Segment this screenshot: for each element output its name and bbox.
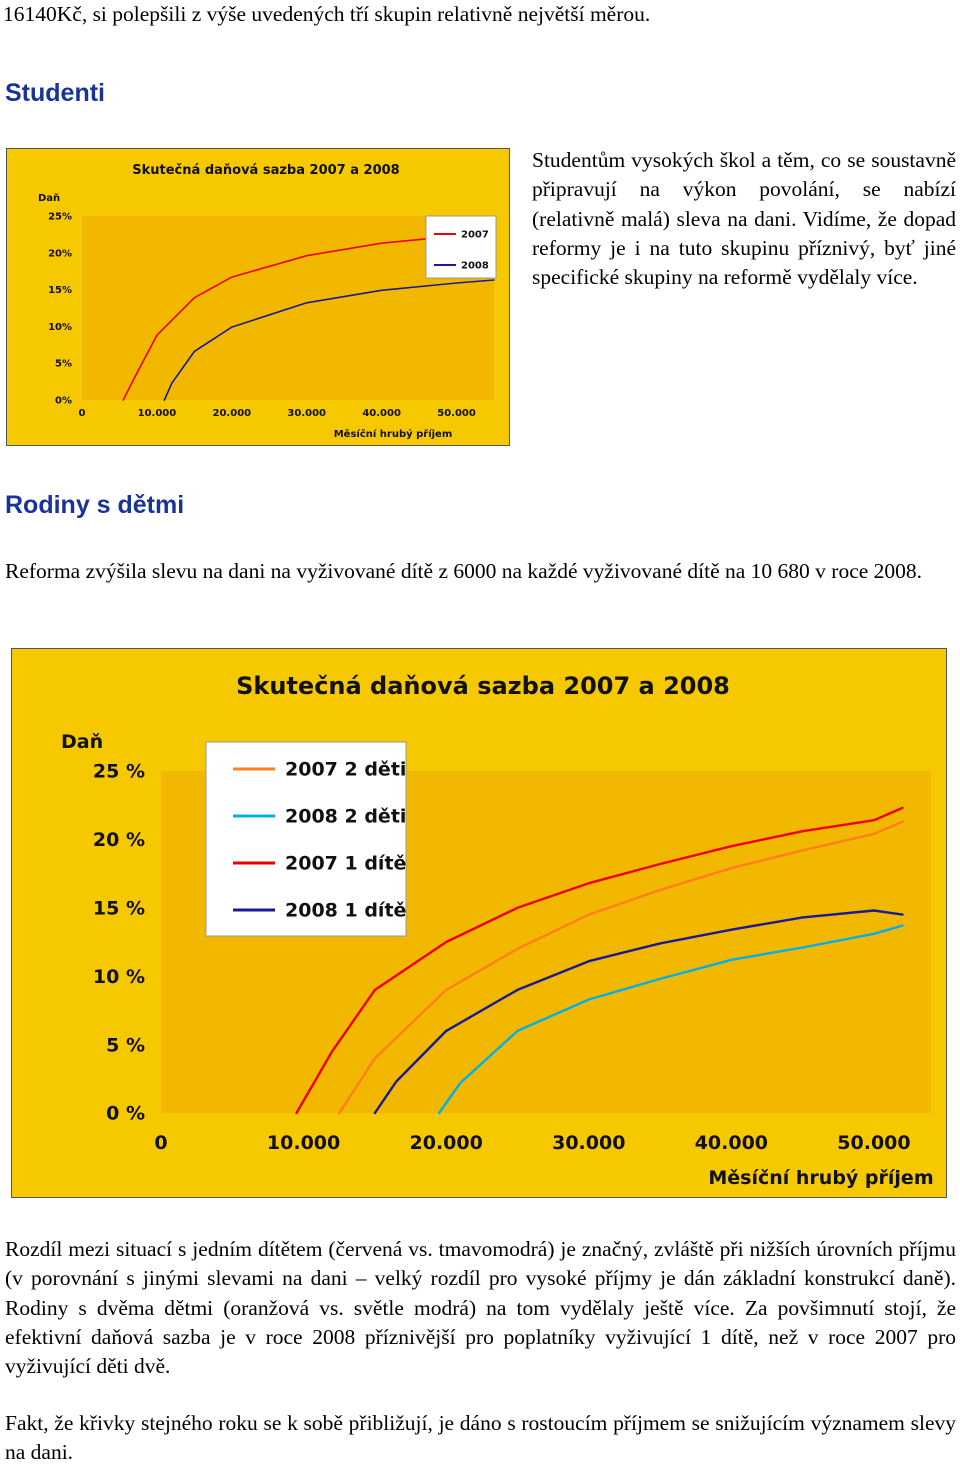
x-tick-label: 10.000 <box>267 1132 340 1154</box>
legend: 2007 2008 <box>425 215 497 279</box>
x-tick-label: 50.000 <box>437 408 476 419</box>
y-tick-label: 25 % <box>93 761 145 783</box>
series-line <box>373 909 904 1115</box>
y-tick-label: 15 % <box>93 897 145 919</box>
plot-area <box>82 216 494 400</box>
x-tick-label: 40.000 <box>695 1132 768 1154</box>
families-intro-paragraph: Reforma zvýšila slevu na dani na vyživov… <box>5 559 923 583</box>
legend-label: 2007 1 dítě <box>285 853 406 875</box>
x-tick-label: 0 <box>154 1132 167 1154</box>
x-axis-label: Měsíční hrubý příjem <box>334 428 453 440</box>
legend: 2007 2 děti 2008 2 děti 2007 1 dítě 2008 1 … <box>205 741 407 937</box>
heading-families: Rodiny s dětmi <box>5 491 185 519</box>
families-paragraph-2: Fakt, že křivky stejného roku se k sobě … <box>5 1411 956 1465</box>
y-tick-label: 20% <box>48 248 72 259</box>
chart-title: Skutečná daňová sazba 2007 a 2008 <box>236 672 730 700</box>
chart-students: Skutečná daňová sazba 2007 a 2008 Daň Mě… <box>6 148 510 446</box>
x-tick-label: 10.000 <box>138 408 177 419</box>
series-line <box>295 806 904 1115</box>
chart-title: Skutečná daňová sazba 2007 a 2008 <box>132 163 399 178</box>
y-tick-label: 25% <box>48 212 72 223</box>
y-tick-label: 20 % <box>93 829 145 851</box>
legend-label: 2008 <box>461 261 489 272</box>
y-tick-label: 5% <box>55 359 72 370</box>
chart-families: Skutečná daňová sazba 2007 a 2008 Daň Mě… <box>11 648 947 1198</box>
x-tick-label: 20.000 <box>213 408 252 419</box>
legend-box <box>205 741 407 937</box>
x-tick-label: 30.000 <box>287 408 326 419</box>
series-line <box>338 820 904 1115</box>
y-tick-label: 0 % <box>106 1103 145 1125</box>
legend-box <box>425 215 497 279</box>
x-tick-label: 0 <box>79 408 86 419</box>
y-tick-label: 10% <box>48 322 72 333</box>
y-tick-label: 10 % <box>93 966 145 988</box>
x-tick-label: 20.000 <box>410 1132 483 1154</box>
x-tick-label: 50.000 <box>837 1132 910 1154</box>
x-axis-label: Měsíční hrubý příjem <box>708 1167 933 1189</box>
legend-label: 2007 <box>461 230 489 241</box>
y-axis-label: Daň <box>61 731 103 753</box>
legend-label: 2007 2 děti <box>285 759 406 781</box>
legend-label: 2008 2 děti <box>285 806 406 828</box>
y-axis-label: Daň <box>38 192 60 204</box>
y-tick-label: 0% <box>55 396 72 407</box>
y-tick-label: 5 % <box>106 1034 145 1056</box>
y-tick-label: 15% <box>48 285 72 296</box>
families-paragraph-1: Rozdíl mezi situací s jedním dítětem (če… <box>5 1237 956 1379</box>
students-paragraph: Studentům vysokých škol a těm, co se sou… <box>532 148 956 290</box>
chart-students-svg: Skutečná daňová sazba 2007 a 2008 Daň Mě… <box>6 148 510 446</box>
legend-label: 2008 1 dítě <box>285 900 406 922</box>
series-line <box>437 924 904 1115</box>
x-tick-label: 40.000 <box>362 408 401 419</box>
chart-families-svg: Skutečná daňová sazba 2007 a 2008 Daň Mě… <box>11 648 947 1198</box>
heading-students: Studenti <box>5 79 105 107</box>
series-line <box>163 279 495 401</box>
x-tick-label: 30.000 <box>552 1132 625 1154</box>
top-text-fragment: 16140Kč, si polepšili z výše uvedených t… <box>3 2 651 26</box>
